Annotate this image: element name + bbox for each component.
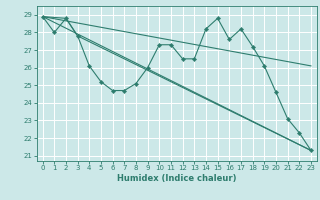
X-axis label: Humidex (Indice chaleur): Humidex (Indice chaleur) [117,174,236,183]
